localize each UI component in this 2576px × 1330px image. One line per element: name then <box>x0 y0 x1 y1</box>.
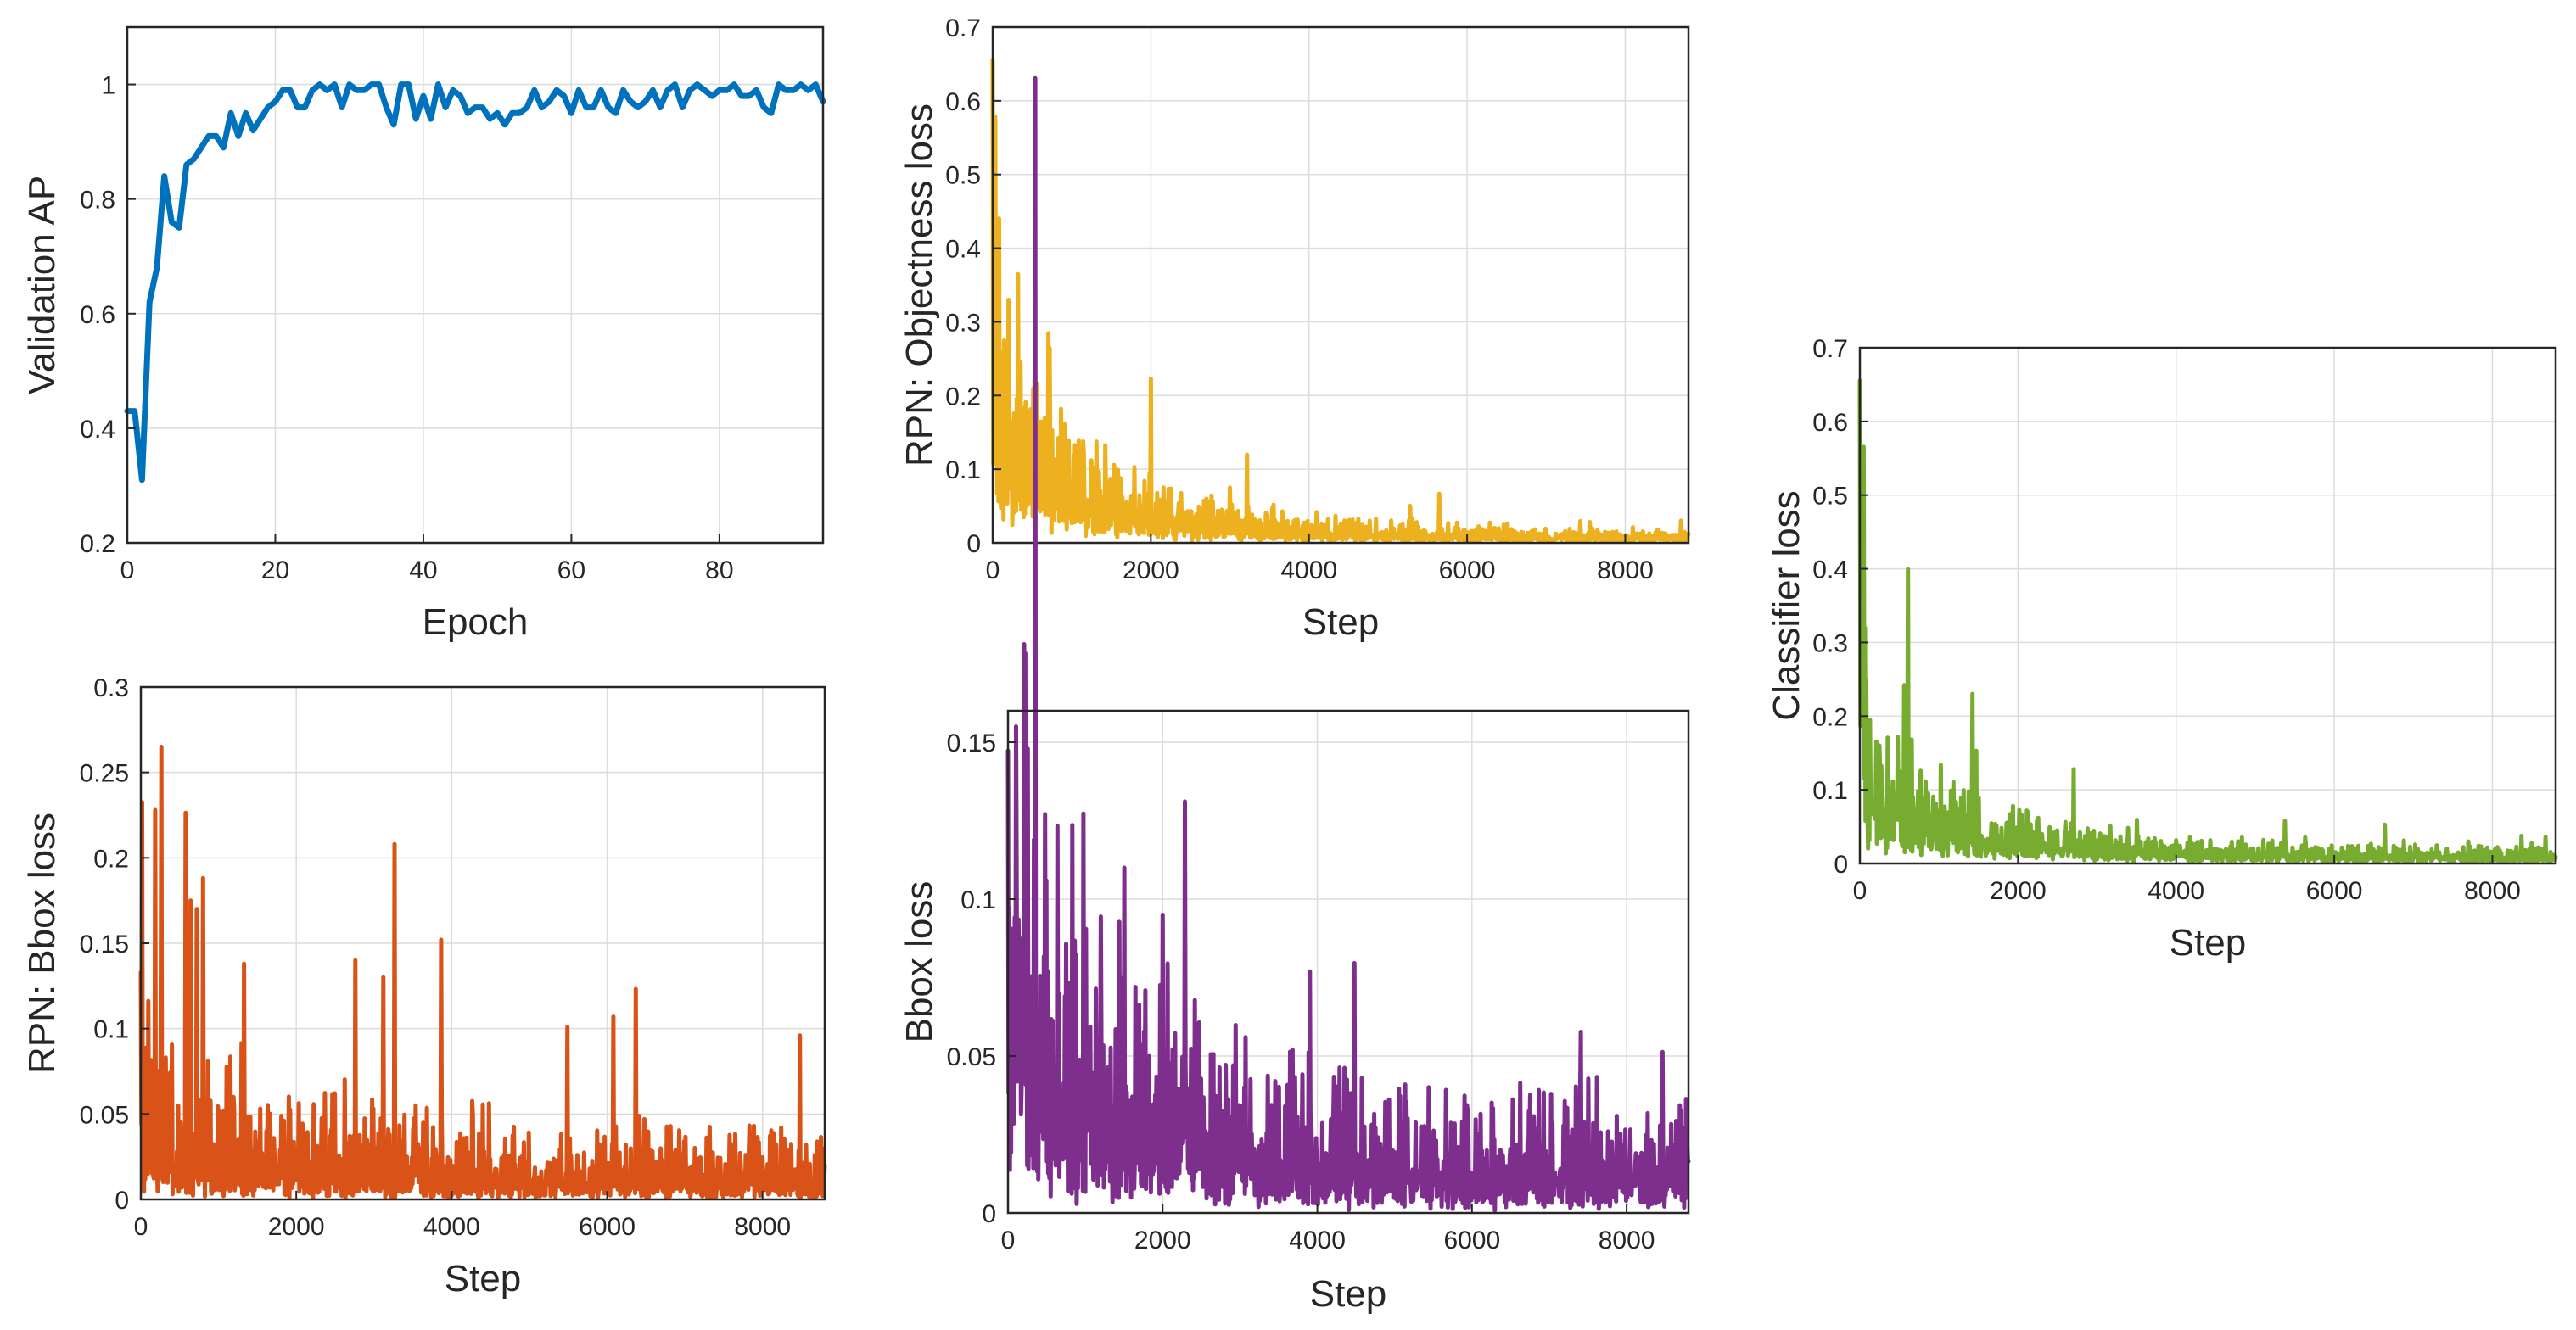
rpn-objectness-loss-series-line <box>990 58 1691 545</box>
bbox-loss-xtick-label: 0 <box>1001 1227 1016 1255</box>
rpn-bbox-loss-chart: 0 2000 4000 6000 8000 0 0.05 0.1 0.15 0.2 0.25 0.3 S… <box>21 674 827 1299</box>
classifier-loss-xlabel: Step <box>2170 922 2247 964</box>
bbox-loss-xlabel: Step <box>1310 1273 1387 1315</box>
rpn-objectness-loss-ylabel: RPN: Objectness loss <box>899 103 940 467</box>
validation-ap-ylabel: Validation AP <box>21 176 63 394</box>
validation-ap-chart: 0 20 40 60 80 0.2 0.4 0.6 0.8 1 Epoch Validation AP <box>21 25 826 643</box>
rpn-objectness-loss-ytick-label: 0.6 <box>945 88 981 116</box>
rpn-bbox-loss-xtick-label: 6000 <box>579 1213 636 1241</box>
validation-ap-xlabel: Epoch <box>423 601 529 643</box>
rpn-bbox-loss-xtick-label: 8000 <box>734 1213 791 1241</box>
classifier-loss-axes-frame <box>1858 346 2557 865</box>
classifier-loss-ylabel: Classifier loss <box>1766 490 1807 720</box>
rpn-objectness-loss-ytick-label: 0.1 <box>945 456 981 484</box>
bbox-loss-xtick-label: 6000 <box>1443 1227 1500 1255</box>
validation-ap-ytick-label: 0.8 <box>80 187 115 215</box>
validation-ap-ytick-label: 1 <box>101 72 115 100</box>
rpn-bbox-loss-ytick-label: 0.3 <box>93 674 129 702</box>
rpn-objectness-loss-xlabel: Step <box>1302 601 1380 643</box>
validation-ap-xtick-label: 0 <box>120 556 135 584</box>
bbox-loss-ylabel: Bbox loss <box>899 881 940 1043</box>
classifier-loss-xtick-label: 6000 <box>2306 877 2363 905</box>
rpn-bbox-loss-ytick-label: 0.15 <box>80 930 129 958</box>
validation-ap-ytick-label: 0.2 <box>80 530 115 558</box>
rpn-objectness-loss-xtick-label: 0 <box>986 556 1000 584</box>
classifier-loss-ytick-label: 0.3 <box>1812 629 1848 657</box>
classifier-loss-xtick-label: 2000 <box>1990 877 2047 905</box>
bbox-loss-xtick-label: 8000 <box>1599 1227 1655 1255</box>
validation-ap-xtick-label: 40 <box>409 556 437 584</box>
bbox-loss-ytick-label: 0.05 <box>947 1043 996 1071</box>
rpn-objectness-loss-chart: 0 2000 4000 6000 8000 0 0.1 0.2 0.3 0.4 0.5 0.6 0.7 S… <box>899 14 1691 643</box>
classifier-loss-ytick-label: 0.2 <box>1812 703 1848 731</box>
bbox-loss-xtick-label: 2000 <box>1134 1227 1191 1255</box>
bbox-loss-axes-frame <box>1006 709 1690 1215</box>
rpn-objectness-loss-xtick-label: 6000 <box>1439 556 1496 584</box>
classifier-loss-ytick-label: 0.1 <box>1812 777 1848 805</box>
rpn-objectness-loss-axes-frame <box>991 25 1690 545</box>
classifier-loss-ytick-label: 0.5 <box>1812 483 1848 511</box>
validation-ap-ytick-label: 0.6 <box>80 301 115 329</box>
classifier-loss-ytick-label: 0.7 <box>1812 335 1848 363</box>
classifier-loss-xtick-label: 4000 <box>2148 877 2204 905</box>
rpn-objectness-loss-ytick-label: 0.7 <box>945 14 981 42</box>
bbox-loss-xtick-label: 4000 <box>1289 1227 1346 1255</box>
classifier-loss-xtick-label: 0 <box>1853 877 1868 905</box>
validation-ap-xtick-label: 20 <box>261 556 289 584</box>
classifier-loss-ytick-label: 0.6 <box>1812 409 1848 437</box>
rpn-bbox-loss-ytick-label: 0.1 <box>93 1016 129 1044</box>
rpn-objectness-loss-ytick-label: 0.2 <box>945 383 981 411</box>
rpn-objectness-loss-xtick-label: 4000 <box>1280 556 1337 584</box>
classifier-loss-ytick-label: 0 <box>1834 851 1848 879</box>
rpn-bbox-loss-xtick-label: 0 <box>134 1213 148 1241</box>
validation-ap-axes-frame <box>126 25 825 545</box>
classifier-loss-ytick-label: 0.4 <box>1812 556 1848 584</box>
validation-ap-series-line <box>124 81 826 483</box>
rpn-bbox-loss-xlabel: Step <box>445 1258 522 1299</box>
rpn-objectness-loss-ytick-label: 0.5 <box>945 162 981 190</box>
validation-ap-xtick-label: 60 <box>557 556 585 584</box>
rpn-bbox-loss-xtick-label: 2000 <box>268 1213 325 1241</box>
rpn-bbox-loss-ytick-label: 0 <box>115 1187 129 1215</box>
rpn-bbox-loss-ytick-label: 0.25 <box>80 760 129 788</box>
rpn-bbox-loss-series-line <box>138 745 827 1201</box>
bbox-loss-ytick-label: 0.1 <box>960 886 996 914</box>
rpn-objectness-loss-ytick-label: 0.4 <box>945 236 981 264</box>
rpn-bbox-loss-ytick-label: 0.2 <box>93 845 129 873</box>
rpn-bbox-loss-xtick-label: 4000 <box>423 1213 480 1241</box>
rpn-bbox-loss-ylabel: RPN: Bbox loss <box>21 813 63 1074</box>
bbox-loss-chart: 0 2000 4000 6000 8000 0 0.05 0.1 0.15 Step Bbox lo… <box>899 75 1691 1315</box>
bbox-loss-series-line <box>1005 75 1691 1213</box>
rpn-bbox-loss-ytick-label: 0.05 <box>80 1101 129 1129</box>
bbox-loss-ytick-label: 0.15 <box>947 729 996 757</box>
classifier-loss-xtick-label: 8000 <box>2464 877 2521 905</box>
rpn-objectness-loss-xtick-label: 8000 <box>1597 556 1654 584</box>
rpn-objectness-loss-ytick-label: 0.3 <box>945 309 981 337</box>
rpn-objectness-loss-ytick-label: 0 <box>966 530 981 558</box>
validation-ap-xtick-label: 80 <box>705 556 733 584</box>
validation-ap-ytick-label: 0.4 <box>80 416 115 444</box>
classifier-loss-chart: 0 2000 4000 6000 8000 0 0.1 0.2 0.3 0.4 0.5 0.6 0.7 S… <box>1766 335 2558 964</box>
rpn-objectness-loss-xtick-label: 2000 <box>1123 556 1179 584</box>
bbox-loss-ytick-label: 0 <box>982 1200 996 1228</box>
classifier-loss-series-line <box>1857 378 2558 865</box>
